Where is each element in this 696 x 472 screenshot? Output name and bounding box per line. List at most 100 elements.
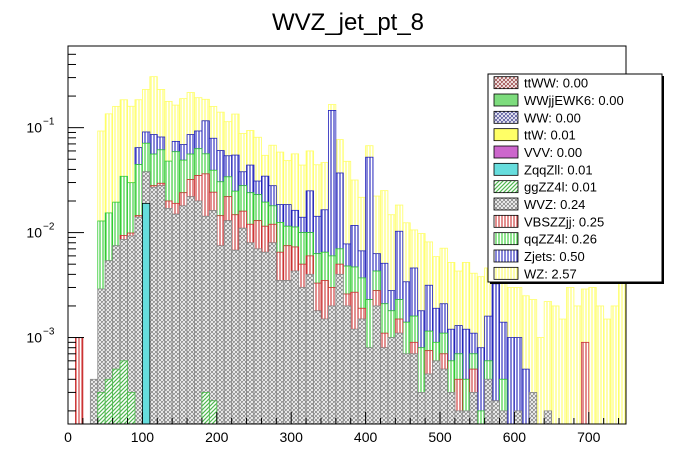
bar bbox=[536, 337, 545, 425]
bar bbox=[231, 214, 240, 251]
bar bbox=[543, 301, 552, 412]
bar bbox=[253, 248, 262, 425]
bar bbox=[484, 360, 493, 380]
bar bbox=[387, 214, 396, 292]
bar bbox=[171, 151, 181, 204]
bar bbox=[484, 378, 493, 425]
bar bbox=[119, 239, 128, 362]
bar bbox=[290, 246, 300, 272]
bar bbox=[424, 241, 433, 286]
bar bbox=[387, 290, 396, 312]
bar bbox=[357, 250, 367, 279]
bar bbox=[357, 277, 367, 309]
bar bbox=[149, 76, 158, 135]
legend-entry: ttWW: 0.00 bbox=[524, 76, 588, 91]
bar bbox=[350, 291, 359, 330]
bar bbox=[372, 290, 381, 307]
bar bbox=[320, 209, 329, 253]
bar bbox=[261, 201, 270, 227]
bar bbox=[268, 205, 277, 225]
bar bbox=[275, 251, 285, 281]
bar bbox=[223, 121, 233, 157]
bar bbox=[461, 410, 471, 425]
legend-swatch bbox=[493, 93, 519, 107]
bar bbox=[380, 262, 389, 305]
bar bbox=[290, 226, 300, 248]
bar bbox=[372, 195, 381, 255]
bar bbox=[208, 210, 218, 402]
bar bbox=[104, 378, 114, 425]
bar bbox=[186, 196, 195, 425]
bar bbox=[432, 341, 441, 362]
bar bbox=[97, 220, 106, 290]
bar bbox=[350, 266, 359, 293]
bar bbox=[223, 220, 233, 425]
bar bbox=[484, 315, 493, 362]
bar bbox=[201, 120, 210, 155]
bar bbox=[342, 160, 352, 245]
x-tick-label: 200 bbox=[205, 429, 229, 445]
bar bbox=[558, 318, 567, 425]
bar bbox=[208, 191, 218, 211]
bar bbox=[186, 92, 195, 135]
bar bbox=[216, 215, 225, 247]
bar bbox=[238, 171, 247, 187]
bar bbox=[454, 378, 463, 412]
bar bbox=[439, 368, 448, 425]
bar bbox=[342, 243, 352, 267]
bar bbox=[208, 400, 218, 425]
bar bbox=[164, 200, 173, 209]
bar bbox=[134, 216, 143, 425]
bar bbox=[335, 172, 344, 250]
bar bbox=[141, 202, 151, 425]
bar bbox=[454, 353, 463, 380]
bar bbox=[283, 204, 292, 227]
bar bbox=[372, 253, 381, 272]
bar bbox=[335, 139, 344, 174]
bar bbox=[335, 273, 344, 425]
bar bbox=[394, 332, 404, 425]
bar bbox=[97, 392, 106, 425]
bar bbox=[268, 144, 277, 187]
bar bbox=[112, 368, 121, 425]
bar bbox=[231, 190, 240, 216]
y-tick-label: 10 bbox=[26, 120, 42, 136]
bar bbox=[595, 305, 605, 425]
bar bbox=[216, 245, 225, 425]
bar bbox=[409, 229, 419, 269]
bar bbox=[253, 180, 262, 196]
bar bbox=[194, 97, 203, 132]
bar bbox=[543, 410, 552, 425]
bar bbox=[201, 173, 210, 217]
bar bbox=[320, 251, 329, 281]
bar bbox=[179, 205, 188, 425]
bar bbox=[201, 215, 210, 393]
bar bbox=[424, 373, 433, 425]
bar bbox=[104, 212, 114, 262]
bar bbox=[417, 310, 426, 349]
bar bbox=[275, 151, 285, 205]
bar bbox=[171, 140, 181, 153]
bar bbox=[238, 227, 247, 425]
legend-swatch bbox=[493, 180, 519, 194]
bar bbox=[246, 164, 255, 194]
legend-entry: ZqqZll: 0.01 bbox=[524, 162, 593, 177]
bar bbox=[327, 305, 337, 425]
bar bbox=[283, 225, 292, 247]
bar bbox=[238, 185, 247, 212]
bar bbox=[424, 284, 433, 332]
bar bbox=[521, 295, 530, 370]
bar bbox=[402, 353, 411, 425]
legend-swatch bbox=[493, 197, 519, 211]
bar bbox=[305, 255, 314, 275]
legend-entry: WWjjEWK6: 0.00 bbox=[524, 93, 624, 108]
bar bbox=[127, 235, 136, 393]
bar bbox=[290, 209, 300, 228]
bar bbox=[216, 150, 225, 183]
bar bbox=[394, 318, 404, 334]
bar bbox=[119, 175, 128, 236]
bar bbox=[313, 215, 322, 255]
bar bbox=[372, 305, 381, 425]
x-tick-label: 600 bbox=[503, 429, 527, 445]
legend-entry: ttW: 0.01 bbox=[524, 128, 576, 143]
